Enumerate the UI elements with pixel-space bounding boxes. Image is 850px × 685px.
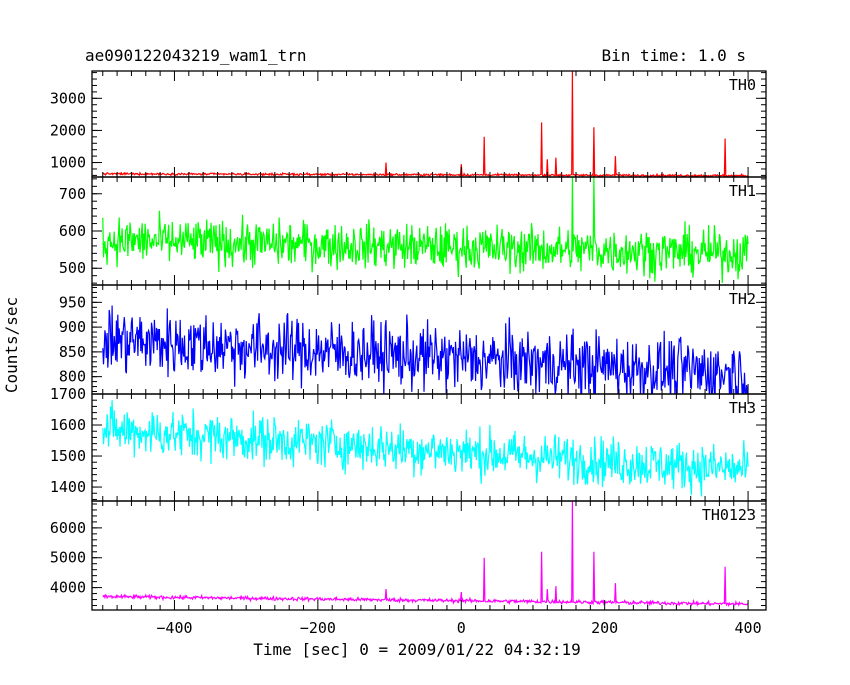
panel-frame [91, 70, 767, 178]
y-tick-label: 1600 [50, 416, 86, 434]
series-label-th2: TH2 [729, 290, 756, 308]
series-line-th0123 [102, 501, 749, 608]
series-line-th2 [102, 305, 749, 394]
y-tick-label: 600 [59, 222, 86, 240]
x-tick-label: 200 [591, 619, 618, 637]
panel-frame [91, 500, 767, 611]
series-line-th3 [102, 400, 749, 497]
x-tick-label: −200 [300, 619, 336, 637]
series-label-th0: TH0 [729, 76, 756, 94]
series-label-th1: TH1 [729, 182, 756, 200]
x-tick-label: −400 [156, 619, 192, 637]
series-label-th0123: TH0123 [702, 506, 756, 524]
y-tick-label: 850 [59, 343, 86, 361]
y-tick-label: 2000 [50, 121, 86, 139]
x-tick-label: 0 [457, 619, 466, 637]
y-tick-label: 1700 [50, 385, 86, 403]
bin-time-label: Bin time: 1.0 s [602, 46, 747, 65]
y-axis-label: Counts/sec [2, 297, 21, 393]
y-tick-label: 500 [59, 259, 86, 277]
series-line-th0 [102, 71, 749, 177]
y-tick-label: 1500 [50, 447, 86, 465]
y-tick-label: 4000 [50, 579, 86, 597]
y-tick-label: 1400 [50, 478, 86, 496]
series-line-th1 [102, 177, 749, 284]
y-tick-label: 5000 [50, 549, 86, 567]
y-tick-label: 3000 [50, 89, 86, 107]
y-tick-label: 1000 [50, 154, 86, 172]
y-tick-label: 700 [59, 185, 86, 203]
y-tick-label: 950 [59, 293, 86, 311]
y-tick-label: 800 [59, 368, 86, 386]
y-tick-label: 6000 [50, 519, 86, 537]
x-tick-label: 400 [735, 619, 762, 637]
series-label-th3: TH3 [729, 399, 756, 417]
y-tick-label: 900 [59, 318, 86, 336]
x-axis-label: Time [sec] 0 = 2009/01/22 04:32:19 [253, 640, 581, 659]
chart-title: ae090122043219_wam1_trn [85, 46, 307, 65]
